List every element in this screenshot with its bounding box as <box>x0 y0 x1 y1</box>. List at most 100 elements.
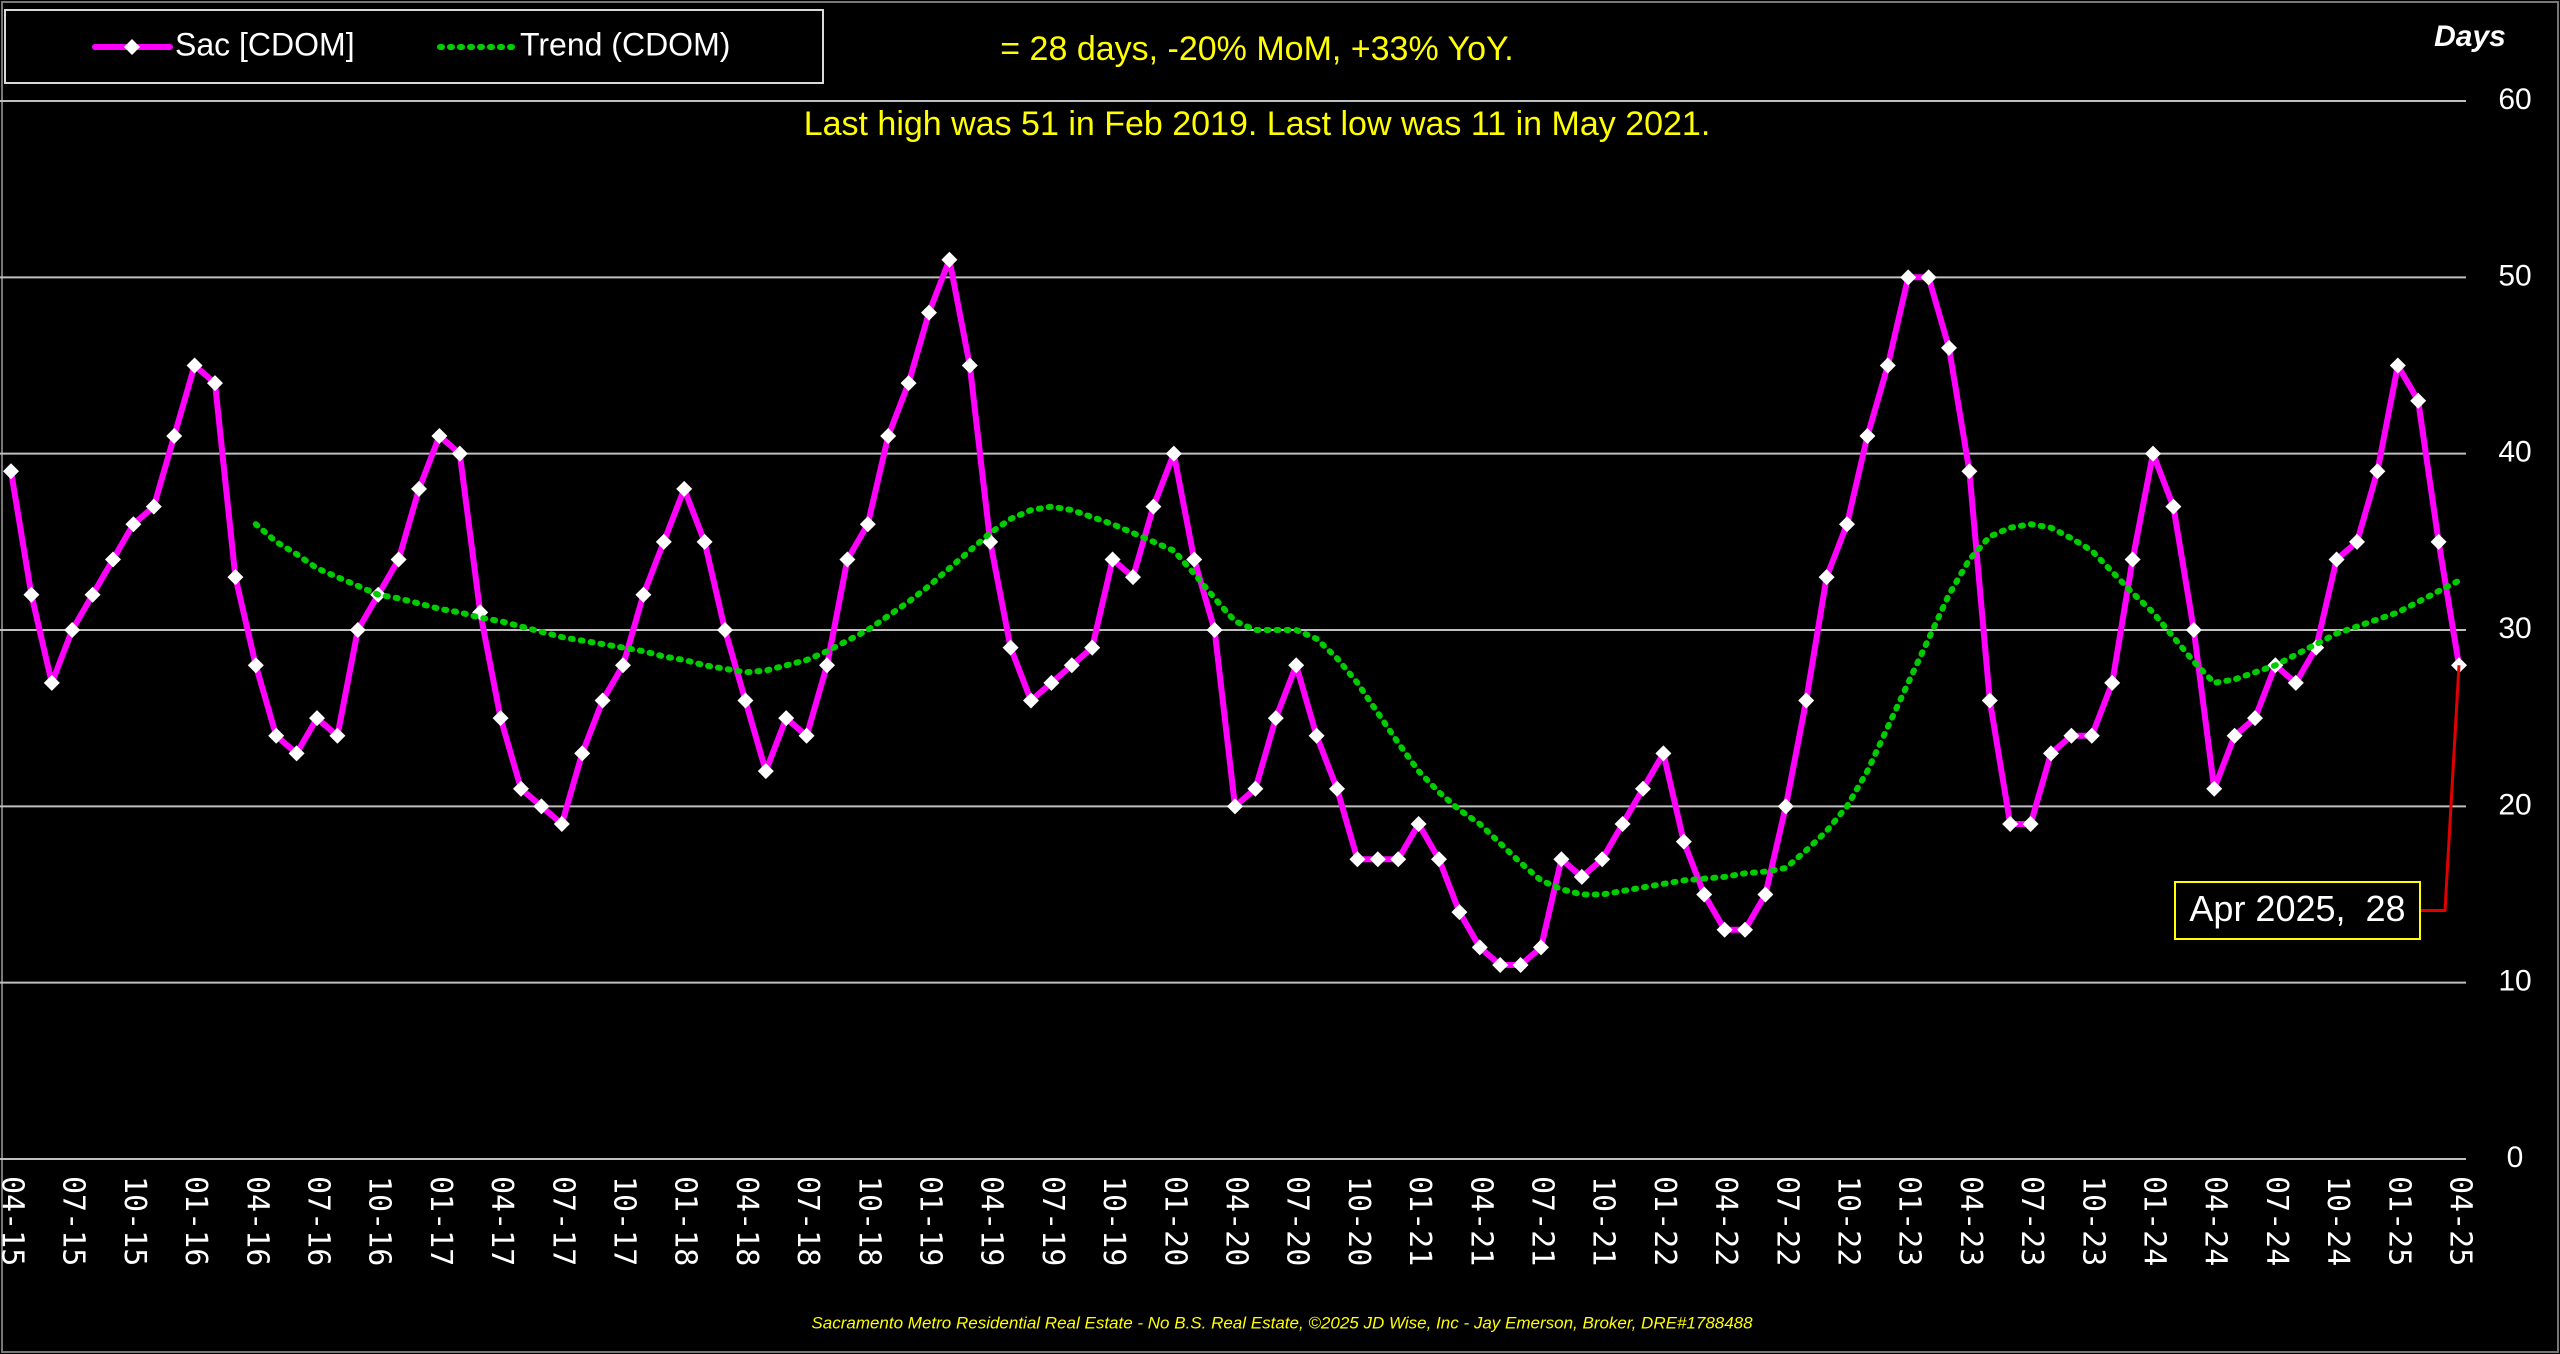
x-tick-label: 01-24 <box>2137 1176 2172 1266</box>
marker <box>431 428 448 445</box>
x-tick-label: 01-21 <box>1402 1176 1437 1266</box>
x-tick-label: 10-23 <box>2075 1176 2110 1266</box>
marker <box>2002 815 2019 832</box>
marker <box>1777 798 1794 815</box>
x-tick-label: 04-24 <box>2198 1176 2233 1266</box>
marker <box>1981 692 1998 709</box>
marker <box>1941 339 1957 356</box>
marker <box>288 745 305 762</box>
marker <box>125 516 142 533</box>
marker <box>839 551 856 568</box>
marker <box>1594 851 1611 868</box>
x-tick-label: 10-18 <box>851 1176 886 1266</box>
marker <box>2083 727 2100 744</box>
marker <box>2410 392 2427 409</box>
marker <box>1512 957 1529 974</box>
marker <box>2165 498 2182 515</box>
y-tick-label: 40 <box>2498 436 2531 469</box>
marker <box>1165 445 1182 462</box>
marker <box>2226 727 2243 744</box>
marker <box>1002 639 1019 656</box>
marker <box>1063 657 1080 674</box>
subtitle: = 28 days, -20% MoM, +33% YoY. <box>1000 30 1514 68</box>
marker <box>574 745 591 762</box>
marker <box>1104 551 1121 568</box>
marker <box>961 357 978 374</box>
marker <box>247 657 264 674</box>
x-tick-label: 04-17 <box>484 1176 519 1266</box>
legend-label: Trend (CDOM) <box>520 26 730 62</box>
x-tick-label: 10-20 <box>1341 1176 1376 1266</box>
x-tick-label: 10-19 <box>1096 1176 1131 1266</box>
marker <box>921 304 937 321</box>
marker <box>207 375 223 392</box>
marker <box>1390 851 1407 868</box>
series-line <box>252 503 2462 898</box>
x-tick-label: 10-17 <box>607 1176 642 1266</box>
x-tick-label: 10-16 <box>362 1176 397 1266</box>
x-tick-label: 01-16 <box>178 1176 213 1266</box>
marker <box>2349 533 2365 550</box>
marker <box>186 357 203 374</box>
x-tick-label: 01-17 <box>423 1176 458 1266</box>
x-tick-label: 10-15 <box>117 1176 152 1266</box>
marker <box>145 498 162 515</box>
marker <box>1288 657 1305 674</box>
x-tick-label: 07-22 <box>1769 1176 1804 1266</box>
marker <box>1716 921 1733 938</box>
marker <box>309 710 325 727</box>
callout-box <box>2174 881 2421 940</box>
marker <box>349 622 366 638</box>
marker <box>1410 815 1427 832</box>
marker <box>819 657 835 674</box>
marker <box>1839 516 1855 533</box>
x-tick-label: 10-22 <box>1831 1176 1866 1266</box>
marker <box>2287 674 2304 691</box>
marker <box>84 586 101 603</box>
marker <box>513 780 529 797</box>
marker <box>1635 780 1651 797</box>
marker <box>1553 851 1570 868</box>
marker <box>635 586 652 603</box>
marker <box>1084 639 1101 656</box>
marker <box>268 727 285 744</box>
marker <box>2247 710 2263 727</box>
marker <box>1471 939 1488 956</box>
callout-line <box>2420 665 2461 912</box>
marker <box>105 551 121 568</box>
x-tick-label: 04-16 <box>239 1176 274 1266</box>
marker <box>696 533 713 550</box>
x-tick-label: 10-24 <box>2320 1176 2355 1266</box>
x-tick-label: 04-18 <box>729 1176 764 1266</box>
x-tick-label: 07-21 <box>1525 1176 1560 1266</box>
marker <box>594 692 611 709</box>
marker <box>1900 269 1917 286</box>
marker <box>757 763 774 780</box>
callout-label: Apr 2025, 28 <box>2189 888 2405 929</box>
marker <box>390 551 407 568</box>
marker <box>798 727 815 744</box>
x-tick-label: 04-15 <box>0 1176 30 1266</box>
y-tick-label: 60 <box>2498 83 2531 116</box>
marker <box>64 622 81 638</box>
marker <box>1533 939 1549 956</box>
y-tick-label: 10 <box>2498 965 2531 998</box>
marker <box>900 375 917 392</box>
x-tick-label: 01-25 <box>2381 1176 2416 1266</box>
x-tick-label: 01-19 <box>913 1176 948 1266</box>
x-tick-label: 07-19 <box>1035 1176 1070 1266</box>
marker <box>1798 692 1815 709</box>
marker <box>2430 533 2447 550</box>
marker <box>411 480 427 497</box>
x-tick-label: 04-22 <box>1708 1176 1743 1266</box>
marker <box>1186 551 1203 568</box>
marker <box>1859 428 1876 445</box>
x-tick-label: 01-20 <box>1157 1176 1192 1266</box>
marker <box>880 428 897 445</box>
x-tick-label: 10-21 <box>1586 1176 1621 1266</box>
marker <box>2185 622 2202 638</box>
x-tick-label: 07-23 <box>2014 1176 2049 1266</box>
marker <box>1573 868 1590 885</box>
